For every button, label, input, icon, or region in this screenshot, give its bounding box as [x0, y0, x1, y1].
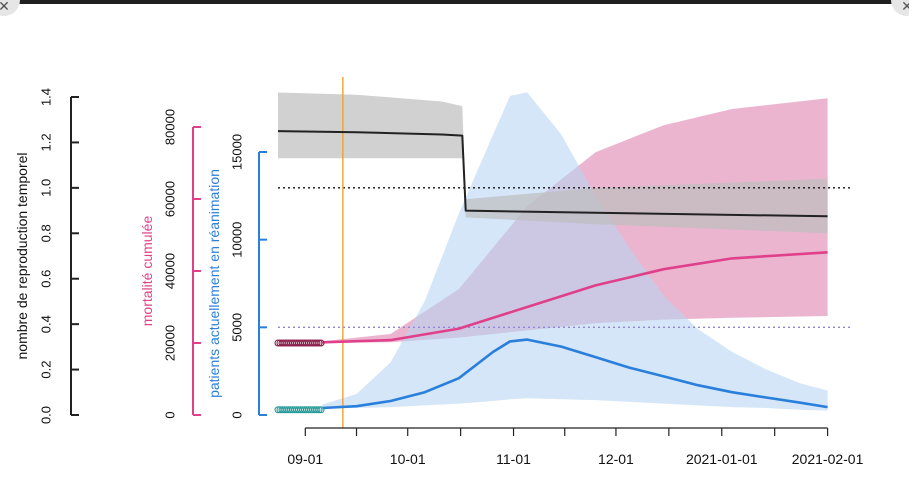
series-lines [277, 130, 828, 410]
y-axes: 0.0 0.2 0.4 0.6 0.8 1.0 1.2 1.4 nombre de reprod… [14, 88, 267, 424]
y-tick-label-icu: 0 [230, 411, 245, 418]
x-tick-label: 2021-02-01 [792, 451, 864, 467]
y-tick-label-r: 1.4 [39, 88, 54, 106]
x-tick-label: 2021-01-01 [686, 451, 758, 467]
y-tick-label-mortality: 80000 [163, 109, 178, 145]
x-axis: 09-01 10-01 11-01 12-01 2021-01-01 2021-02-01 [287, 427, 864, 467]
observed-points [274, 339, 325, 414]
band-r [278, 92, 828, 234]
y-tick-label-r: 0.4 [39, 315, 54, 333]
x-tick-label: 11-01 [496, 451, 531, 467]
y-tick-label-mortality: 0 [163, 411, 178, 418]
y-tick-label-r: 0.2 [39, 361, 54, 379]
y-tick-label-mortality: 20000 [163, 325, 178, 361]
observed-point-mortality [317, 339, 325, 347]
top-bar [0, 0, 909, 4]
observed-point-icu [315, 406, 323, 414]
observed-point-icu [313, 406, 321, 414]
y-tick-label-mortality: 40000 [163, 253, 178, 289]
y-axis-title-r: nombre de reproduction temporel [14, 152, 30, 359]
observed-point-mortality [315, 339, 323, 347]
y-axis-title-mortality: mortalité cumulée [139, 216, 155, 327]
x-tick-label: 10-01 [390, 451, 426, 467]
confidence-bands [278, 92, 828, 411]
y-tick-label-icu: 10000 [230, 222, 245, 258]
y-tick-label-icu: 15000 [230, 134, 245, 170]
y-tick-label-r: 0.6 [39, 270, 54, 288]
y-tick-label-r: 0.8 [39, 224, 54, 242]
observed-point-icu [317, 406, 325, 414]
observed-point-mortality [313, 339, 321, 347]
x-tick-label: 09-01 [287, 451, 323, 467]
y-tick-label-r: 1.2 [39, 133, 54, 151]
y-axis-title-icu: patients actuellement en réanimation [206, 169, 222, 398]
x-tick-label: 12-01 [598, 451, 634, 467]
close-icon[interactable]: ✕ [891, 0, 909, 16]
series-line-mortality [322, 251, 828, 344]
y-tick-label-r: 0.0 [39, 406, 54, 424]
y-tick-label-icu: 5000 [230, 313, 245, 342]
y-tick-label-r: 1.0 [39, 179, 54, 197]
series-line-icu [322, 338, 828, 410]
y-tick-label-mortality: 60000 [163, 181, 178, 217]
series-line-r [277, 130, 828, 218]
reference-lines [278, 77, 851, 428]
